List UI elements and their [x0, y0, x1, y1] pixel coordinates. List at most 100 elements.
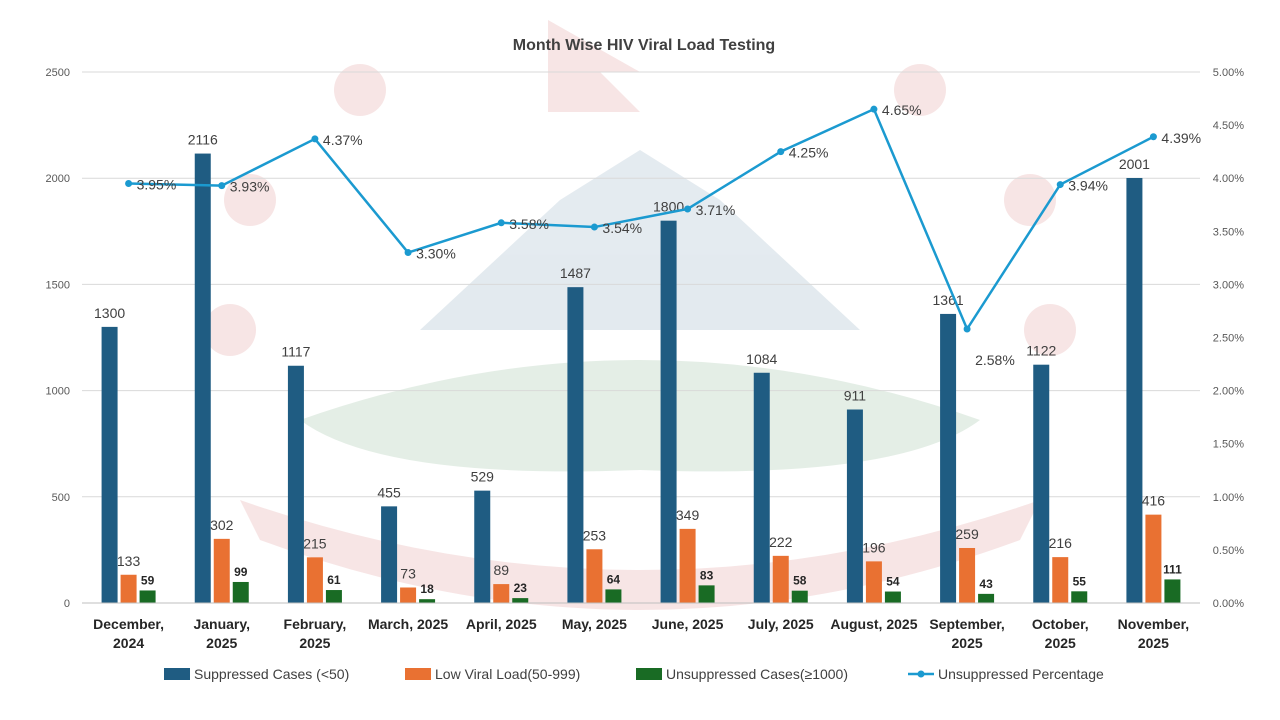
x-tick-label: July, 2025	[748, 616, 814, 632]
bar-data-label: 253	[583, 527, 607, 543]
line-data-label: 3.58%	[509, 216, 549, 232]
bar-data-label: 111	[1163, 562, 1182, 576]
bar	[1126, 177, 1143, 603]
line-point	[1149, 133, 1157, 141]
y2-tick-label: 5.00%	[1213, 67, 1244, 79]
bar-data-label: 529	[471, 469, 495, 485]
line-point	[125, 180, 133, 188]
x-tick-label: May, 2025	[562, 616, 627, 632]
y2-tick-label: 4.00%	[1213, 173, 1244, 185]
bar	[679, 528, 696, 603]
bar-data-label: 18	[420, 582, 434, 596]
line-point	[590, 223, 598, 231]
bar	[101, 326, 118, 603]
bar	[865, 561, 882, 603]
bar	[567, 287, 584, 603]
bar-data-label: 23	[514, 581, 528, 595]
bar-data-label: 43	[979, 577, 993, 591]
line-point	[218, 182, 226, 190]
bar-data-label: 54	[886, 575, 900, 589]
bar	[512, 598, 529, 603]
line-data-label: 3.30%	[416, 246, 456, 262]
bar	[846, 409, 863, 603]
legend-swatch	[164, 668, 190, 680]
legend-label: Suppressed Cases (<50)	[194, 666, 349, 682]
bar	[400, 587, 417, 603]
bar-data-label: 83	[700, 568, 714, 582]
bar-data-label: 2001	[1119, 156, 1150, 172]
bar	[753, 372, 770, 603]
line-data-label: 3.94%	[1068, 178, 1108, 194]
bar	[474, 490, 491, 603]
x-tick-label: January, 2025	[193, 616, 250, 651]
y-tick-label: 2000	[46, 173, 70, 185]
x-tick-label: November, 2025	[1118, 616, 1190, 651]
bar	[306, 557, 323, 603]
line-point	[404, 249, 412, 257]
line-path	[128, 107, 1154, 332]
bar	[493, 584, 510, 603]
bar	[419, 599, 436, 603]
y2-tick-label: 2.00%	[1213, 386, 1244, 398]
bar	[698, 585, 715, 603]
bar	[1145, 514, 1162, 603]
bar	[978, 593, 995, 603]
line-data-label: 3.95%	[137, 177, 177, 193]
bar-data-label: 64	[607, 572, 621, 586]
line-point	[1056, 181, 1064, 189]
legend-marker-point	[917, 670, 925, 678]
bar-data-label: 1117	[281, 344, 310, 360]
y2-tick-label: 1.50%	[1213, 439, 1244, 451]
bar-data-label: 196	[862, 539, 886, 555]
y2-tick-label: 0.50%	[1213, 545, 1244, 557]
bar-data-label: 416	[1142, 493, 1166, 509]
bar	[194, 153, 211, 604]
x-tick-label: October, 2025	[1032, 616, 1089, 651]
bar-data-label: 259	[955, 526, 979, 542]
bar	[1052, 557, 1069, 603]
legend-label: Unsuppressed Cases(≥1000)	[666, 666, 848, 682]
x-tick-label: August, 2025	[830, 616, 917, 632]
bar-data-label: 455	[377, 484, 401, 500]
y2-tick-label: 2.50%	[1213, 333, 1244, 345]
background-watermark	[204, 20, 1076, 610]
y2-tick-label: 0.00%	[1213, 598, 1244, 610]
x-tick-label: June, 2025	[652, 616, 724, 632]
bar	[772, 555, 789, 603]
y-axis-left: 0 500 1000 1500 2000 2500	[46, 67, 70, 610]
x-tick-label: February, 2025	[284, 616, 347, 651]
line-point	[777, 148, 785, 156]
line-data-label: 4.37%	[323, 132, 363, 148]
bar	[1071, 591, 1088, 603]
y-axis-right: 0.00% 0.50% 1.00% 1.50% 2.00% 2.50% 3.00% 3.50%…	[1213, 67, 1244, 610]
line-data-label: 4.39%	[1161, 130, 1201, 146]
line-point	[870, 105, 878, 113]
legend-label: Unsuppressed Percentage	[938, 666, 1104, 682]
bar	[232, 581, 249, 603]
line-data-label: 3.54%	[602, 220, 642, 236]
bar	[660, 220, 677, 603]
bar-data-label: 1084	[746, 351, 777, 367]
bar	[791, 590, 808, 603]
y-tick-label: 2500	[46, 67, 70, 79]
bar-data-label: 58	[793, 574, 807, 588]
bar	[381, 506, 398, 603]
legend-label: Low Viral Load(50-999)	[435, 666, 580, 682]
line-point	[963, 325, 971, 333]
bar-data-label: 349	[676, 507, 700, 523]
y2-tick-label: 3.00%	[1213, 279, 1244, 291]
bar-data-label: 1361	[933, 292, 964, 308]
bar-data-label: 73	[400, 565, 416, 581]
bar-data-label: 222	[769, 534, 793, 550]
bar-data-label: 215	[303, 535, 327, 551]
bar	[213, 538, 230, 603]
bar-data-label: 61	[327, 573, 341, 587]
x-axis: December, 2024 January, 2025 February, 2025 Ma…	[82, 602, 1200, 651]
y2-tick-label: 1.00%	[1213, 492, 1244, 504]
line-point	[684, 205, 692, 213]
x-tick-label: December, 2024	[93, 616, 164, 651]
bar	[287, 365, 304, 603]
